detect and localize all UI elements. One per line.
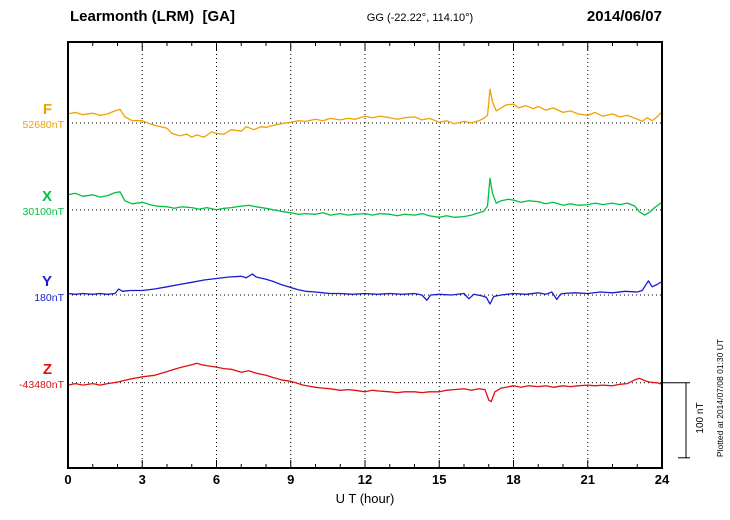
series-label-x: X 30100nT bbox=[0, 187, 64, 219]
series-label-z: Z -43480nT bbox=[0, 360, 64, 392]
series-label-f: F 52680nT bbox=[0, 100, 64, 132]
x-tick-label: 18 bbox=[506, 472, 521, 487]
plotted-at-timestamp: Plotted at 2014/07/08 01:30 UT bbox=[715, 338, 725, 458]
series-letter-z: Z bbox=[42, 360, 52, 378]
x-tick-label: 15 bbox=[432, 472, 447, 487]
series-label-y: Y 180nT bbox=[0, 274, 64, 304]
station-title: Learmonth (LRM) [GA] bbox=[70, 8, 235, 25]
scale-bar-label: 100 nT bbox=[695, 402, 706, 434]
plot-date: 2014/06/07 bbox=[586, 8, 662, 25]
x-tick-label: 3 bbox=[138, 472, 146, 487]
series-baseline-x: 30100nT bbox=[22, 206, 64, 219]
x-tick-label: 24 bbox=[654, 472, 670, 487]
x-tick-label: 0 bbox=[64, 472, 72, 487]
x-tick-label: 21 bbox=[580, 472, 595, 487]
series-letter-y: Y bbox=[41, 273, 52, 291]
series-baseline-z: -43480nT bbox=[19, 379, 64, 392]
series-letter-x: X bbox=[41, 187, 52, 205]
series-baseline-f: 52680nT bbox=[22, 119, 64, 132]
x-axis-label: U T (hour) bbox=[335, 491, 395, 506]
x-tick-label: 6 bbox=[212, 472, 221, 487]
series-letter-f: F bbox=[42, 100, 52, 118]
series-baseline-y: 180nT bbox=[34, 291, 64, 304]
geo-coordinates: GG (-22.22°, 114.10°) bbox=[366, 12, 474, 24]
x-tick-label: 9 bbox=[287, 472, 295, 487]
x-tick-label: 12 bbox=[357, 472, 373, 487]
